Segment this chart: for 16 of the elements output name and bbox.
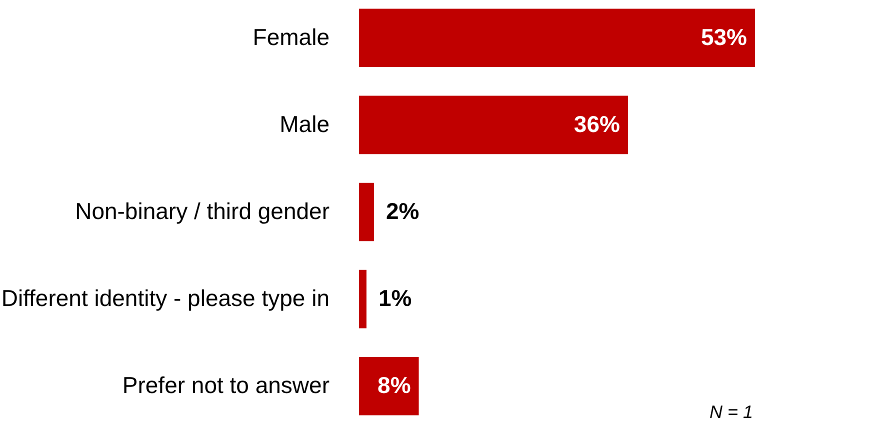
- annotation: N = 1: [709, 402, 753, 422]
- bar: [359, 8, 755, 68]
- y-tick-label: Female: [252, 24, 330, 50]
- data-label: 8%: [378, 372, 411, 398]
- bar: [359, 270, 366, 328]
- bar: [359, 182, 374, 242]
- bar: [359, 356, 419, 416]
- y-tick-label: Non-binary / third gender: [75, 198, 330, 224]
- data-label: 53%: [700, 24, 747, 50]
- y-tick-label: Male: [280, 110, 330, 137]
- data-label: 2%: [386, 198, 420, 224]
- data-label: 1%: [378, 285, 412, 312]
- bar: [359, 96, 628, 154]
- y-tick-label: Prefer not to answer: [122, 372, 330, 398]
- data-label: 36%: [574, 110, 620, 137]
- y-tick-label: Different identity - please type in: [1, 285, 330, 312]
